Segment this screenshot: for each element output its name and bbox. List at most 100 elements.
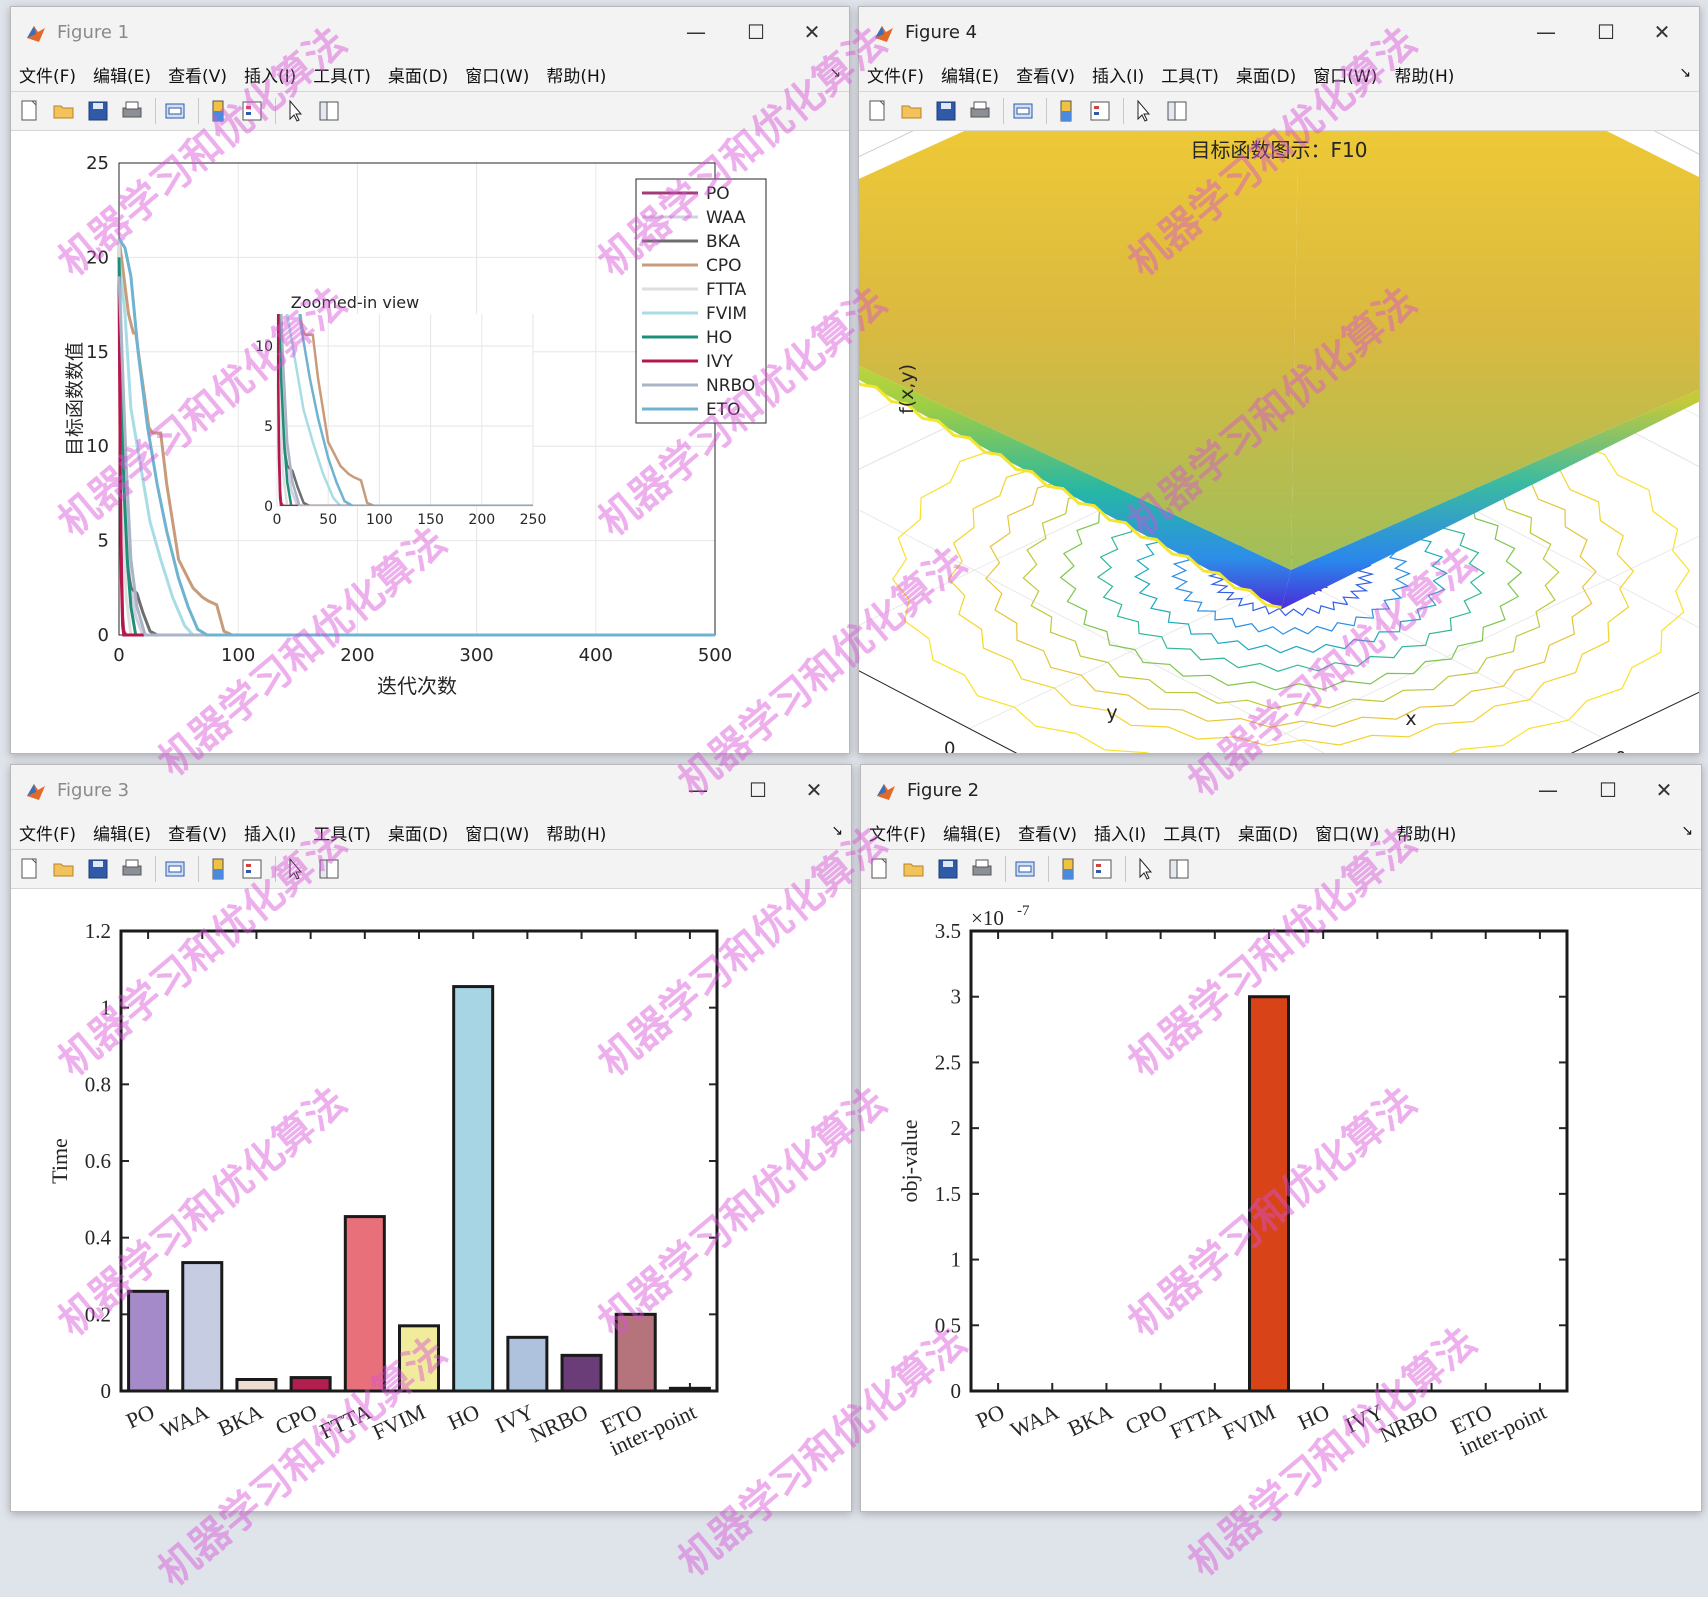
link-plot-icon[interactable] xyxy=(162,856,188,882)
menu-file[interactable]: 文件(F) xyxy=(19,66,77,87)
menu-tools[interactable]: 工具(T) xyxy=(1163,824,1221,845)
menu-view[interactable]: 查看(V) xyxy=(1016,66,1075,87)
title-bar[interactable]: Figure 2 — ☐ ✕ xyxy=(861,765,1701,815)
figure-2-window[interactable]: Figure 2 — ☐ ✕ 文件(F) 编辑(E) 查看(V) 插入(I) 工… xyxy=(860,764,1702,1512)
figure-1-window[interactable]: Figure 1 — ☐ ✕ 文件(F) 编辑(E) 查看(V) 插入(I) 工… xyxy=(10,6,850,754)
cursor-icon[interactable] xyxy=(282,856,308,882)
dock-arrow-icon[interactable]: ↘ xyxy=(831,823,843,839)
save-icon[interactable] xyxy=(933,98,959,124)
colorbar-icon[interactable] xyxy=(1053,98,1079,124)
property-editor-icon[interactable] xyxy=(1164,98,1190,124)
menu-help[interactable]: 帮助(H) xyxy=(1394,66,1455,87)
colorbar-icon[interactable] xyxy=(205,856,231,882)
cursor-icon[interactable] xyxy=(1130,98,1156,124)
save-icon[interactable] xyxy=(85,856,111,882)
maximize-button[interactable]: ☐ xyxy=(749,778,767,802)
y-tick-label: 25 xyxy=(86,153,109,174)
minimize-button[interactable]: — xyxy=(688,778,708,802)
menu-window[interactable]: 窗口(W) xyxy=(465,66,530,87)
dock-arrow-icon[interactable]: ↘ xyxy=(829,65,841,81)
menu-view[interactable]: 查看(V) xyxy=(168,824,227,845)
menu-insert[interactable]: 插入(I) xyxy=(1093,824,1147,845)
menu-bar: 文件(F) 编辑(E) 查看(V) 插入(I) 工具(T) 桌面(D) 窗口(W… xyxy=(861,815,1701,849)
figure-3-window[interactable]: Figure 3 — ☐ ✕ 文件(F) 编辑(E) 查看(V) 插入(I) 工… xyxy=(10,764,852,1512)
new-figure-icon[interactable] xyxy=(17,98,43,124)
bar-fvim xyxy=(397,1324,441,1393)
menu-edit[interactable]: 编辑(E) xyxy=(943,824,1002,845)
print-icon[interactable] xyxy=(967,98,993,124)
save-icon[interactable] xyxy=(85,98,111,124)
open-file-icon[interactable] xyxy=(51,98,77,124)
cursor-icon[interactable] xyxy=(282,98,308,124)
legend-icon[interactable] xyxy=(1089,856,1115,882)
title-bar[interactable]: Figure 4 — ☐ ✕ xyxy=(859,7,1699,57)
link-plot-icon[interactable] xyxy=(162,98,188,124)
toolbar-separator xyxy=(155,856,156,882)
figure-4-window[interactable]: Figure 4 — ☐ ✕ 文件(F) 编辑(E) 查看(V) 插入(I) 工… xyxy=(858,6,1700,754)
close-button[interactable]: ✕ xyxy=(803,20,821,44)
new-figure-icon[interactable] xyxy=(17,856,43,882)
cursor-icon[interactable] xyxy=(1132,856,1158,882)
menu-help[interactable]: 帮助(H) xyxy=(546,824,607,845)
close-button[interactable]: ✕ xyxy=(1655,778,1673,802)
menu-view[interactable]: 查看(V) xyxy=(168,66,227,87)
maximize-button[interactable]: ☐ xyxy=(1599,778,1617,802)
menu-file[interactable]: 文件(F) xyxy=(867,66,925,87)
close-button[interactable]: ✕ xyxy=(1653,20,1671,44)
menu-view[interactable]: 查看(V) xyxy=(1018,824,1077,845)
menu-edit[interactable]: 编辑(E) xyxy=(93,824,152,845)
menu-window[interactable]: 窗口(W) xyxy=(1313,66,1378,87)
open-file-icon[interactable] xyxy=(899,98,925,124)
menu-desktop[interactable]: 桌面(D) xyxy=(387,824,449,845)
menu-edit[interactable]: 编辑(E) xyxy=(93,66,152,87)
menu-file[interactable]: 文件(F) xyxy=(869,824,927,845)
save-icon[interactable] xyxy=(935,856,961,882)
menu-file[interactable]: 文件(F) xyxy=(19,824,77,845)
menu-desktop[interactable]: 桌面(D) xyxy=(1237,824,1299,845)
link-plot-icon[interactable] xyxy=(1010,98,1036,124)
menu-help[interactable]: 帮助(H) xyxy=(1396,824,1457,845)
close-button[interactable]: ✕ xyxy=(805,778,823,802)
legend-icon[interactable] xyxy=(239,98,265,124)
y-axis-label: 目标函数数值 xyxy=(64,342,86,456)
menu-edit[interactable]: 编辑(E) xyxy=(941,66,1000,87)
menu-window[interactable]: 窗口(W) xyxy=(465,824,530,845)
title-bar[interactable]: Figure 1 — ☐ ✕ xyxy=(11,7,849,57)
open-file-icon[interactable] xyxy=(901,856,927,882)
menu-desktop[interactable]: 桌面(D) xyxy=(1235,66,1297,87)
minimize-button[interactable]: — xyxy=(686,20,706,44)
menu-tools[interactable]: 工具(T) xyxy=(313,824,371,845)
colorbar-icon[interactable] xyxy=(1055,856,1081,882)
property-editor-icon[interactable] xyxy=(316,856,342,882)
menu-insert[interactable]: 插入(I) xyxy=(243,824,297,845)
print-icon[interactable] xyxy=(119,856,145,882)
menu-help[interactable]: 帮助(H) xyxy=(546,66,607,87)
menu-window[interactable]: 窗口(W) xyxy=(1315,824,1380,845)
new-figure-icon[interactable] xyxy=(865,98,891,124)
colorbar-icon[interactable] xyxy=(205,98,231,124)
menu-tools[interactable]: 工具(T) xyxy=(1161,66,1219,87)
link-plot-icon[interactable] xyxy=(1012,856,1038,882)
legend-icon[interactable] xyxy=(239,856,265,882)
minimize-button[interactable]: — xyxy=(1538,778,1558,802)
y-axis-label: y xyxy=(1106,702,1117,724)
minimize-button[interactable]: — xyxy=(1536,20,1556,44)
new-figure-icon[interactable] xyxy=(867,856,893,882)
print-icon[interactable] xyxy=(969,856,995,882)
dock-arrow-icon[interactable]: ↘ xyxy=(1681,823,1693,839)
legend-icon[interactable] xyxy=(1087,98,1113,124)
menu-insert[interactable]: 插入(I) xyxy=(243,66,297,87)
floor-grid-line xyxy=(859,509,1325,753)
property-editor-icon[interactable] xyxy=(1166,856,1192,882)
y-tick-label: 2 xyxy=(951,1116,962,1140)
title-bar[interactable]: Figure 3 — ☐ ✕ xyxy=(11,765,851,815)
menu-tools[interactable]: 工具(T) xyxy=(313,66,371,87)
menu-desktop[interactable]: 桌面(D) xyxy=(387,66,449,87)
print-icon[interactable] xyxy=(119,98,145,124)
maximize-button[interactable]: ☐ xyxy=(747,20,765,44)
maximize-button[interactable]: ☐ xyxy=(1597,20,1615,44)
open-file-icon[interactable] xyxy=(51,856,77,882)
property-editor-icon[interactable] xyxy=(316,98,342,124)
menu-insert[interactable]: 插入(I) xyxy=(1091,66,1145,87)
dock-arrow-icon[interactable]: ↘ xyxy=(1679,65,1691,81)
